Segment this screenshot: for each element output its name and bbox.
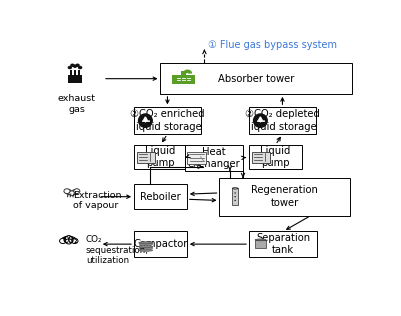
Bar: [219, 178, 350, 216]
Bar: [249, 145, 302, 169]
Ellipse shape: [139, 246, 153, 247]
Text: ① Flue gas bypass system: ① Flue gas bypass system: [207, 40, 336, 50]
Text: Liquid
pump: Liquid pump: [260, 146, 291, 168]
Circle shape: [234, 192, 236, 194]
Circle shape: [72, 190, 78, 194]
Bar: [188, 152, 206, 164]
Circle shape: [69, 191, 75, 196]
Bar: [139, 246, 153, 249]
Circle shape: [73, 64, 77, 68]
Bar: [68, 75, 82, 83]
Bar: [134, 184, 187, 210]
Ellipse shape: [232, 188, 238, 189]
Text: ②CO₂ enriched
liquid storage: ②CO₂ enriched liquid storage: [130, 109, 205, 132]
Bar: [181, 71, 186, 76]
Bar: [160, 64, 352, 94]
Circle shape: [64, 189, 70, 193]
Bar: [252, 152, 269, 163]
Bar: [134, 145, 187, 169]
Text: CO₂
sequestration,
utilization: CO₂ sequestration, utilization: [86, 235, 149, 265]
Ellipse shape: [139, 114, 152, 127]
Text: exhaust
gas: exhaust gas: [57, 94, 95, 114]
Text: Separation
tank: Separation tank: [256, 233, 310, 255]
Circle shape: [69, 237, 76, 242]
Circle shape: [70, 64, 75, 67]
Polygon shape: [144, 117, 147, 122]
Text: Regeneration
tower: Regeneration tower: [251, 185, 318, 208]
Ellipse shape: [139, 249, 153, 251]
Bar: [172, 75, 195, 84]
Circle shape: [78, 66, 82, 69]
Circle shape: [66, 190, 72, 194]
Ellipse shape: [255, 239, 266, 241]
Bar: [134, 107, 201, 134]
Bar: [69, 70, 72, 75]
Bar: [139, 242, 153, 245]
Bar: [232, 188, 238, 205]
Bar: [137, 152, 155, 163]
Bar: [249, 231, 318, 257]
Circle shape: [68, 66, 72, 69]
Circle shape: [234, 200, 236, 201]
Ellipse shape: [253, 114, 267, 127]
Text: Extraction
of vapour: Extraction of vapour: [73, 191, 122, 210]
Text: Heat
exchanger: Heat exchanger: [188, 147, 241, 169]
Text: Absorber tower: Absorber tower: [218, 74, 294, 84]
Bar: [249, 107, 316, 134]
Text: CO₂: CO₂: [63, 236, 78, 245]
Bar: [74, 70, 76, 75]
Bar: [134, 231, 187, 257]
Bar: [185, 145, 243, 171]
Bar: [255, 240, 266, 248]
Circle shape: [74, 189, 80, 193]
Polygon shape: [259, 117, 262, 122]
Circle shape: [234, 196, 236, 197]
Circle shape: [75, 64, 80, 67]
Circle shape: [65, 236, 72, 241]
Bar: [78, 70, 81, 75]
Circle shape: [62, 237, 69, 242]
Ellipse shape: [139, 242, 153, 244]
Text: Reboiler: Reboiler: [140, 192, 181, 202]
Circle shape: [60, 238, 66, 244]
Text: Compactor: Compactor: [133, 239, 188, 249]
Text: ②CO₂ depleted
liquid storage: ②CO₂ depleted liquid storage: [245, 109, 320, 132]
Circle shape: [71, 238, 78, 244]
Text: Liquid
pump: Liquid pump: [145, 146, 176, 168]
Circle shape: [65, 239, 72, 244]
